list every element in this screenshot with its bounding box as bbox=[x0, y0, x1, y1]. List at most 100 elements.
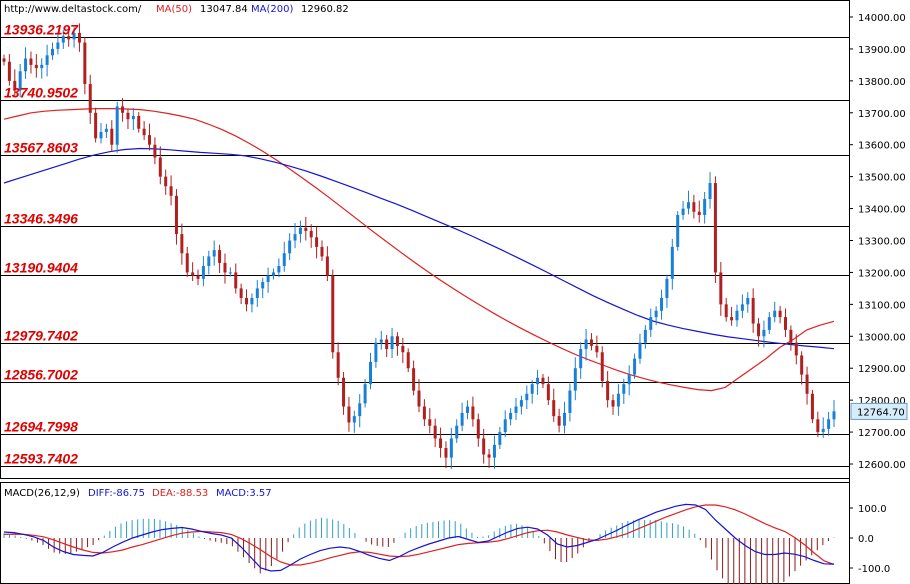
candle-body bbox=[67, 36, 71, 40]
candle-body bbox=[24, 58, 28, 72]
candle-body bbox=[536, 377, 540, 385]
candle-body bbox=[385, 339, 389, 350]
candle-body bbox=[606, 380, 610, 401]
candle-body bbox=[315, 237, 319, 247]
candle-body bbox=[61, 36, 65, 43]
candle-body bbox=[476, 419, 480, 439]
candle-body bbox=[616, 393, 620, 407]
candle-body bbox=[800, 355, 804, 375]
candle-body bbox=[525, 393, 529, 401]
price-tick-label: 13600.00 bbox=[858, 141, 906, 152]
candle-body bbox=[595, 345, 599, 353]
candle-body bbox=[460, 412, 464, 426]
candle-body bbox=[428, 419, 432, 426]
candle-body bbox=[546, 384, 550, 401]
candle-body bbox=[503, 419, 507, 433]
candle-body bbox=[115, 106, 119, 145]
candle-body bbox=[740, 304, 744, 311]
candle-body bbox=[261, 282, 265, 289]
candle-body bbox=[654, 310, 658, 318]
ma200-value: 12960.82 bbox=[301, 4, 349, 15]
candle-body bbox=[363, 384, 367, 404]
candle-body bbox=[218, 250, 222, 263]
candle-body bbox=[88, 84, 92, 113]
candle-body bbox=[810, 393, 814, 420]
candle-body bbox=[568, 390, 572, 413]
candle-body bbox=[153, 144, 157, 158]
price-tick-label: 12800.00 bbox=[858, 396, 906, 407]
macd-tick-label: 0.0 bbox=[858, 534, 874, 545]
candle-body bbox=[51, 48, 55, 56]
macd-value-label: MACD:3.57 bbox=[216, 488, 272, 499]
candle-body bbox=[158, 157, 162, 177]
candle-body bbox=[600, 352, 604, 381]
candle-body bbox=[697, 211, 701, 215]
candle-body bbox=[708, 183, 712, 199]
candle-body bbox=[751, 297, 755, 324]
price-tick-label: 12600.00 bbox=[858, 460, 906, 471]
candle-body bbox=[131, 115, 135, 120]
candle-body bbox=[180, 234, 184, 254]
candle-body bbox=[29, 58, 33, 65]
candle-body bbox=[395, 336, 399, 346]
candle-body bbox=[110, 128, 114, 145]
level-label: 12593.7402 bbox=[4, 451, 78, 467]
candle-body bbox=[649, 317, 653, 330]
candle-body bbox=[433, 425, 437, 439]
candle-body bbox=[660, 297, 664, 311]
candle-body bbox=[670, 246, 674, 279]
candle-body bbox=[298, 227, 302, 235]
price-tick-label: 13900.00 bbox=[858, 45, 906, 56]
candle-body bbox=[514, 406, 518, 413]
candle-body bbox=[746, 297, 750, 305]
candle-body bbox=[530, 384, 534, 394]
candle-body bbox=[455, 425, 459, 439]
candle-body bbox=[309, 230, 313, 238]
candle-body bbox=[266, 275, 270, 283]
candle-body bbox=[563, 412, 567, 426]
candle-body bbox=[789, 329, 793, 343]
candle-body bbox=[703, 198, 707, 215]
level-label: 12694.7998 bbox=[4, 419, 78, 435]
candle-body bbox=[245, 297, 249, 305]
macd-name: MACD(26,12,9) bbox=[4, 488, 80, 499]
level-label: 13346.3496 bbox=[4, 211, 78, 227]
macd-tick-label: 100.0 bbox=[858, 504, 887, 515]
candle-body bbox=[444, 448, 448, 458]
candle-body bbox=[692, 202, 696, 212]
candle-body bbox=[832, 411, 836, 420]
candle-body bbox=[164, 176, 168, 187]
candle-body bbox=[255, 288, 259, 298]
candle-body bbox=[449, 438, 453, 458]
candle-body bbox=[827, 419, 831, 429]
candle-body bbox=[633, 358, 637, 375]
candle-body bbox=[482, 438, 486, 455]
candle-body bbox=[336, 352, 340, 378]
candle-body bbox=[325, 256, 329, 276]
candle-body bbox=[665, 278, 669, 298]
candle-body bbox=[174, 195, 178, 235]
candle-body bbox=[137, 115, 141, 129]
candle-body bbox=[724, 304, 728, 318]
candle-body bbox=[638, 342, 642, 359]
candle-body bbox=[401, 345, 405, 353]
candle-body bbox=[374, 342, 378, 362]
candle-body bbox=[487, 454, 491, 458]
candle-body bbox=[509, 412, 513, 420]
candle-body bbox=[212, 250, 216, 257]
candle-body bbox=[783, 317, 787, 330]
candle-body bbox=[557, 416, 561, 426]
candle-body bbox=[7, 61, 11, 81]
price-pane bbox=[0, 0, 850, 479]
macd-diff-line bbox=[3, 503, 835, 572]
candle-body bbox=[34, 64, 38, 69]
candle-body bbox=[250, 297, 254, 305]
candle-body bbox=[148, 135, 152, 145]
level-label: 13740.9502 bbox=[4, 85, 78, 101]
candle-body bbox=[40, 64, 44, 69]
ma50-value: 13047.84 bbox=[200, 4, 248, 15]
candle-body bbox=[821, 428, 825, 433]
candle-body bbox=[676, 214, 680, 247]
candle-body bbox=[471, 406, 475, 420]
